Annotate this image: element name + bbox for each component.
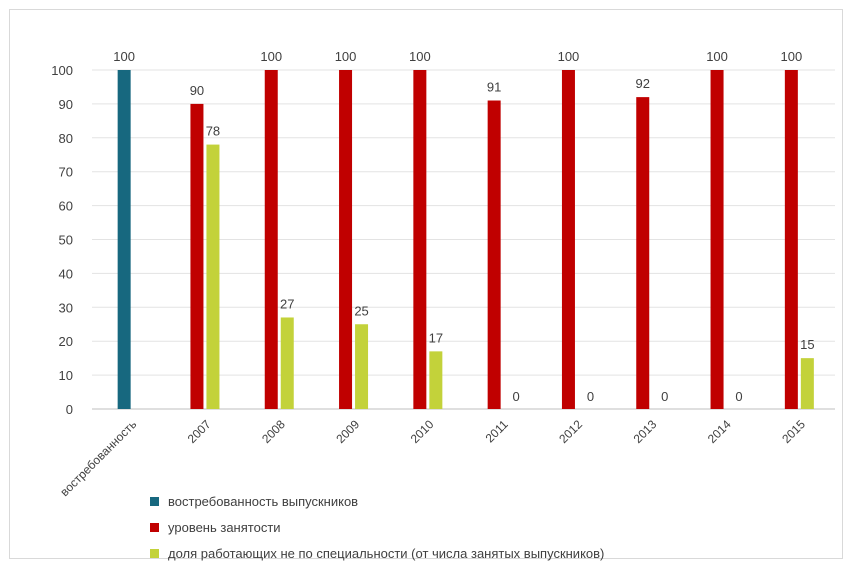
x-tick-label: 2009: [333, 417, 362, 446]
data-label: 0: [735, 389, 742, 404]
data-label: 92: [636, 76, 650, 91]
x-tick-label: 2008: [259, 417, 288, 446]
bar: [636, 97, 650, 410]
bar: [206, 144, 220, 409]
y-tick-label: 0: [66, 402, 73, 417]
y-tick-label: 80: [59, 131, 73, 146]
legend-label-employment: уровень занятости: [168, 519, 281, 535]
bar: [800, 358, 814, 409]
legend-item-demand: востребованность выпускников: [150, 488, 604, 514]
x-tick-label: востребованность: [57, 417, 139, 499]
legend-label-off-specialty: доля работающих не по специальности (от …: [168, 545, 605, 561]
data-label: 100: [706, 49, 728, 64]
data-label: 100: [409, 49, 431, 64]
data-label: 100: [558, 49, 580, 64]
bar: [117, 70, 131, 409]
bar: [355, 324, 369, 409]
bar: [190, 103, 204, 410]
y-tick-label: 90: [59, 97, 73, 112]
data-label: 15: [800, 337, 814, 352]
data-label: 91: [487, 80, 501, 95]
legend-item-off-specialty: доля работающих не по специальности (от …: [150, 540, 604, 566]
data-label: 0: [661, 389, 668, 404]
y-tick-label: 60: [59, 199, 73, 214]
bar: [429, 351, 443, 409]
x-tick-label: 2010: [408, 417, 437, 446]
data-label: 25: [354, 303, 368, 318]
bar: [561, 70, 575, 409]
data-label: 100: [113, 49, 135, 64]
bar: [339, 70, 353, 409]
chart-legend: востребованность выпускников уровень зан…: [150, 488, 604, 566]
legend-swatch-off-specialty: [150, 548, 159, 558]
y-tick-label: 100: [51, 63, 73, 78]
y-tick-label: 50: [59, 233, 73, 248]
legend-label-demand: востребованность выпускников: [168, 493, 359, 509]
y-tick-label: 30: [59, 300, 73, 315]
bar: [264, 70, 278, 409]
data-label: 27: [280, 296, 294, 311]
data-label: 0: [513, 389, 520, 404]
bar: [710, 70, 724, 409]
bar: [413, 70, 427, 409]
data-label: 17: [429, 330, 443, 345]
legend-swatch-employment: [150, 522, 159, 532]
x-tick-label: 2007: [185, 417, 214, 446]
x-tick-label: 2011: [483, 417, 511, 445]
bar: [487, 100, 501, 409]
data-label: 0: [587, 389, 594, 404]
data-label: 100: [260, 49, 282, 64]
legend-item-employment: уровень занятости: [150, 514, 604, 540]
data-label: 78: [206, 124, 220, 139]
data-label: 90: [190, 83, 204, 98]
x-tick-label: 2014: [705, 417, 734, 446]
x-tick-label: 2012: [556, 417, 585, 446]
y-tick-label: 20: [59, 334, 73, 349]
data-label: 100: [780, 49, 802, 64]
y-tick-label: 40: [59, 266, 73, 281]
data-label: 100: [335, 49, 357, 64]
x-tick-label: 2015: [779, 417, 808, 446]
x-tick-label: 2013: [631, 417, 660, 446]
bar: [784, 70, 798, 409]
legend-swatch-demand: [150, 496, 159, 506]
y-tick-label: 70: [59, 165, 73, 180]
bar: [280, 317, 294, 409]
y-tick-label: 10: [59, 368, 73, 383]
